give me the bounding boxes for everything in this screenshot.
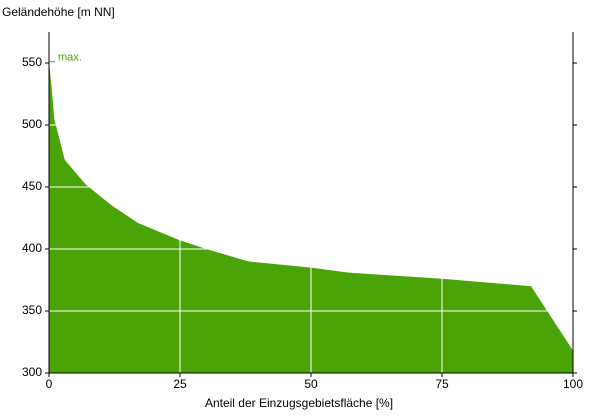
y-tick-label: 550 [22,55,42,69]
x-tick-label: 75 [435,377,449,391]
y-tick-label: 400 [22,241,42,255]
y-tick-label: 500 [22,117,42,131]
y-axis-label: Geländehöhe [m NN] [2,5,115,19]
x-tick-label: 0 [46,377,53,391]
max-annotation: max. [58,52,82,64]
x-tick-label: 25 [173,377,187,391]
x-axis-label: Anteil der Einzugsgebietsfläche [%] [205,396,393,410]
y-tick-label: 300 [22,365,42,379]
x-tick-label: 50 [304,377,318,391]
x-tick-label: 100 [563,377,583,391]
y-tick-label: 450 [22,179,42,193]
y-tick-label: 350 [22,303,42,317]
